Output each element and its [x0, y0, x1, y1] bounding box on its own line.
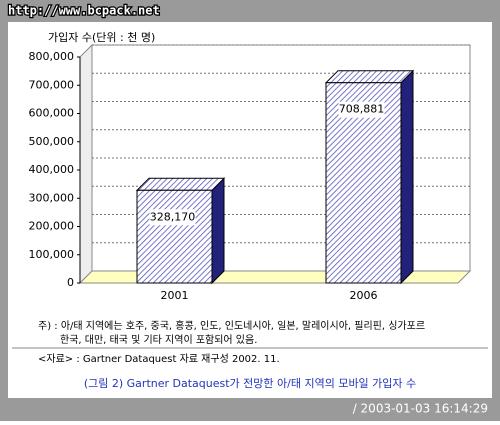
- y-tick-label: 300,000: [29, 191, 75, 204]
- value-label-box: [149, 209, 196, 226]
- note: 주) : 아/태 지역에는 호주, 중국, 홍콩, 인도, 인도네시아, 일본,…: [38, 319, 425, 332]
- bar-side: [211, 177, 225, 285]
- bar-top: [324, 70, 415, 84]
- y-tick-label: 700,000: [29, 78, 75, 91]
- y-tick-label: 800,000: [29, 50, 75, 63]
- bar-top: [135, 177, 226, 191]
- y-axis-label: 가입자 수(단위 : 천 명): [48, 30, 155, 44]
- source: <자료> : Gartner Dataquest 자료 재구성 2002. 11…: [38, 353, 280, 365]
- x-tick-label: 2001: [161, 289, 189, 302]
- timestamp: / 2003-01-03 16:14:29: [353, 402, 488, 416]
- note: 한국, 대만, 태국 및 기타 지역이 포함되어 있음.: [60, 334, 257, 346]
- y-tick-label: 100,000: [29, 248, 75, 261]
- left-wall: [79, 43, 93, 285]
- value-label-box: [338, 101, 385, 118]
- caption: (그림 2) Gartner Dataquest가 전망한 아/태 지역의 모바…: [84, 376, 416, 390]
- bar-side: [400, 69, 414, 285]
- value-label: 328,170: [150, 210, 196, 223]
- value-label: 708,881: [339, 103, 385, 116]
- y-tick-label: 200,000: [29, 220, 75, 233]
- y-tick-label: 0: [67, 276, 74, 289]
- y-tick-label: 600,000: [29, 107, 75, 120]
- watermark: http://www.bcpack.net: [8, 4, 160, 18]
- y-tick-label: 400,000: [29, 163, 75, 176]
- bar: [136, 189, 213, 284]
- y-tick-label: 500,000: [29, 135, 75, 148]
- x-tick-label: 2006: [350, 289, 378, 302]
- notes-area: [8, 318, 492, 398]
